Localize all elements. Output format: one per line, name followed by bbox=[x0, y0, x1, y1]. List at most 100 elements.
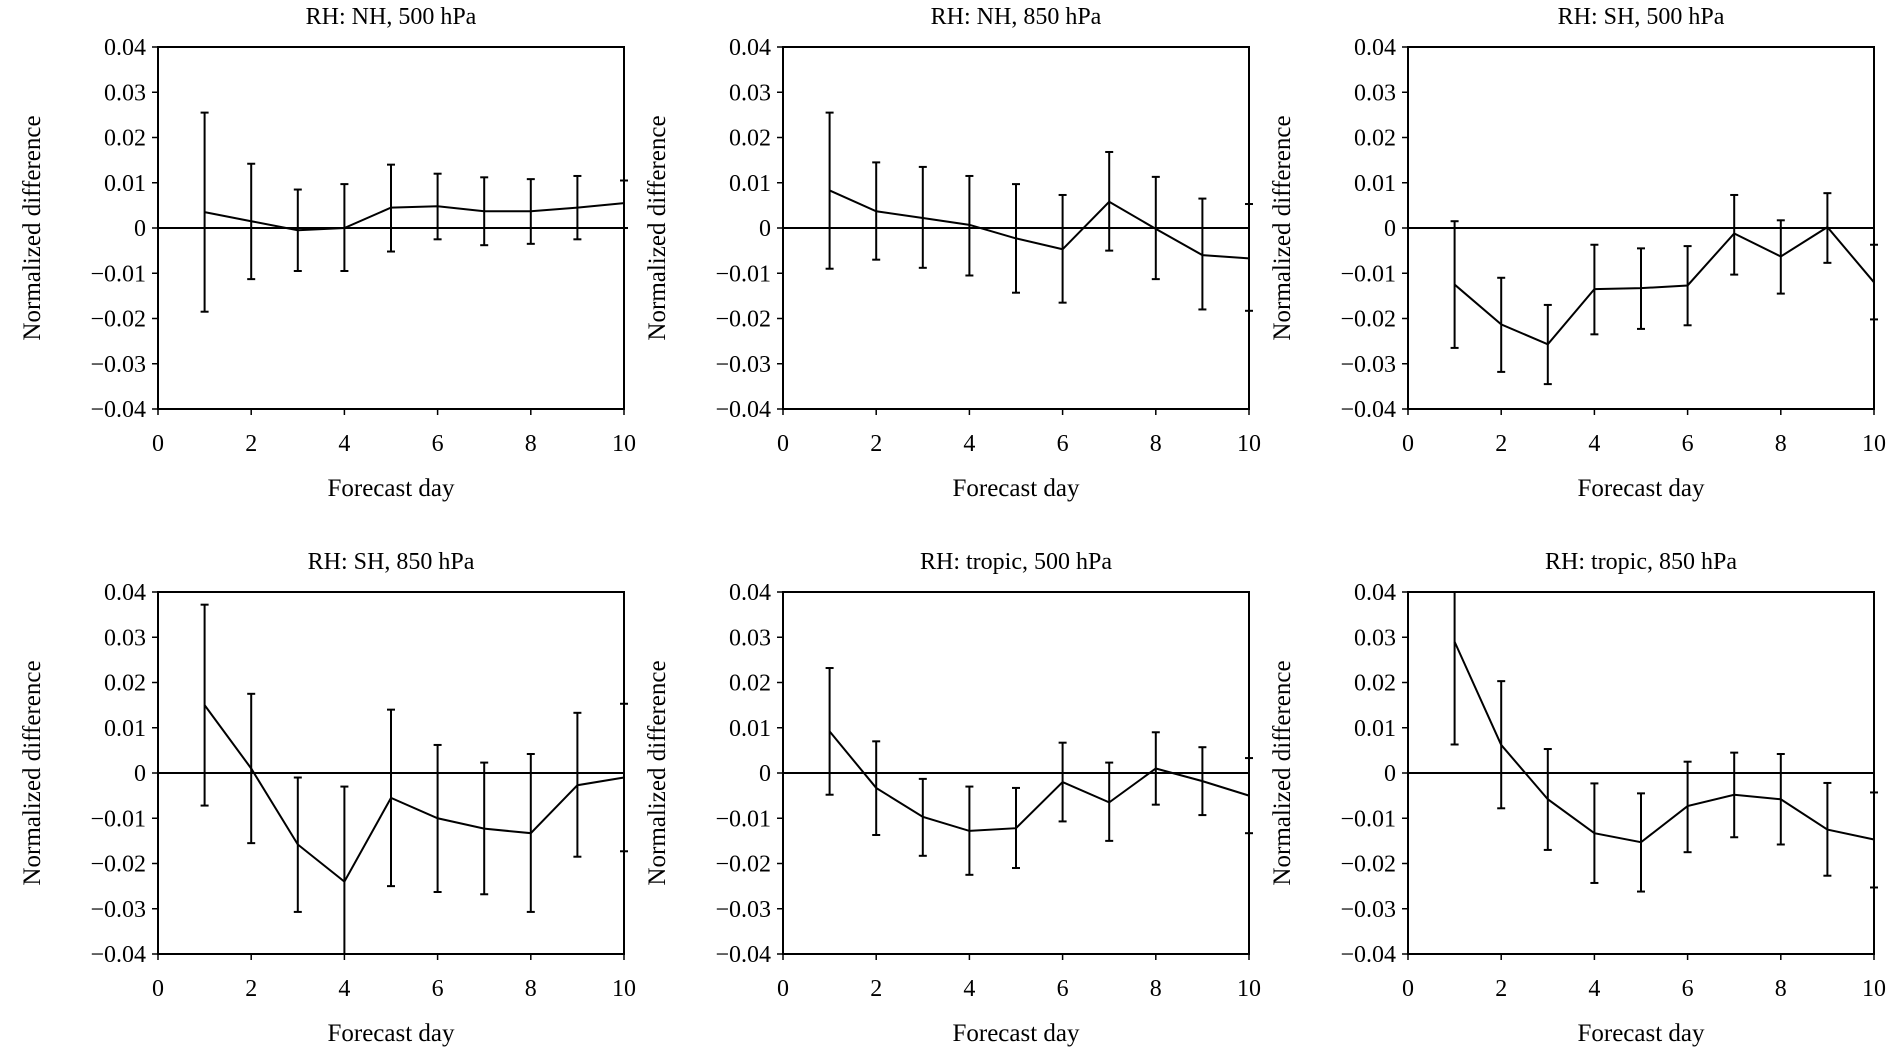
panel-nh-850: 0.040.030.020.010−0.01−0.02−0.03−0.040 2 4… bbox=[644, 4, 1261, 502]
y-tick-label: 0.04 bbox=[104, 580, 146, 606]
y-tick-label: −0.01 bbox=[715, 261, 771, 287]
x-axis-label: Forecast day bbox=[1577, 1020, 1705, 1047]
y-tick-label: 0.02 bbox=[1354, 126, 1396, 152]
panel-sh-850: 0.040.030.020.010−0.01−0.02−0.03−0.040 2 4… bbox=[19, 549, 636, 1047]
y-tick-label: 0.02 bbox=[1354, 671, 1396, 697]
y-axis-label: Normalized difference bbox=[1269, 115, 1296, 340]
y-tick-label: −0.03 bbox=[90, 897, 146, 923]
x-tick-label: 0 bbox=[1402, 976, 1414, 1002]
y-tick-label: −0.01 bbox=[90, 261, 146, 287]
y-tick-label: 0.01 bbox=[729, 171, 771, 197]
x-tick-label: 6 bbox=[432, 431, 444, 457]
y-tick-label: −0.03 bbox=[1340, 352, 1396, 378]
x-tick-label: 4 bbox=[338, 431, 350, 457]
x-tick-label: 10 bbox=[1237, 976, 1261, 1002]
y-tick-label: 0 bbox=[759, 761, 771, 787]
y-tick-label: 0.03 bbox=[729, 625, 771, 651]
y-tick-label: 0.03 bbox=[1354, 80, 1396, 106]
series-line bbox=[204, 202, 625, 232]
y-tick-label: 0.01 bbox=[104, 716, 146, 742]
x-tick-label: 6 bbox=[1057, 976, 1069, 1002]
y-tick-label: 0.03 bbox=[104, 625, 146, 651]
y-axis-label: Normalized difference bbox=[19, 660, 46, 885]
y-tick-label: 0 bbox=[759, 216, 771, 242]
y-tick-label: −0.04 bbox=[1340, 397, 1396, 423]
panel-tropic-850: 0.040.030.020.010−0.01−0.02−0.03−0.040 2 4… bbox=[1269, 549, 1886, 1047]
y-axis-label: Normalized difference bbox=[19, 115, 46, 340]
y-tick-label: 0.01 bbox=[1354, 171, 1396, 197]
x-tick-label: 8 bbox=[1775, 976, 1787, 1002]
x-axis-label: Forecast day bbox=[952, 1020, 1080, 1047]
x-tick-label: 2 bbox=[870, 976, 882, 1002]
x-tick-label: 8 bbox=[1150, 431, 1162, 457]
y-tick-label: 0.03 bbox=[104, 80, 146, 106]
x-tick-label: 10 bbox=[612, 431, 636, 457]
y-tick-label: 0.01 bbox=[729, 716, 771, 742]
chart-title: RH: SH, 850 hPa bbox=[308, 549, 475, 575]
y-tick-label: 0.04 bbox=[1354, 580, 1396, 606]
y-tick-label: 0.04 bbox=[1354, 35, 1396, 61]
x-axis-label: Forecast day bbox=[327, 1020, 455, 1047]
series-line bbox=[1453, 225, 1875, 346]
y-tick-label: −0.02 bbox=[1340, 852, 1396, 878]
series-line bbox=[1453, 641, 1875, 844]
x-tick-label: 10 bbox=[1862, 431, 1886, 457]
x-tick-label: 0 bbox=[152, 976, 164, 1002]
y-tick-label: 0.02 bbox=[729, 671, 771, 697]
series-line bbox=[828, 730, 1250, 832]
y-tick-label: 0.01 bbox=[1354, 716, 1396, 742]
y-tick-label: 0.01 bbox=[104, 171, 146, 197]
x-tick-label: 6 bbox=[1057, 431, 1069, 457]
y-tick-label: 0.04 bbox=[104, 35, 146, 61]
x-tick-label: 0 bbox=[1402, 431, 1414, 457]
x-axis-label: Forecast day bbox=[1577, 475, 1705, 502]
y-tick-label: −0.01 bbox=[90, 806, 146, 832]
y-tick-label: 0.02 bbox=[104, 671, 146, 697]
y-tick-label: 0 bbox=[1384, 761, 1396, 787]
x-tick-label: 2 bbox=[1495, 976, 1507, 1002]
x-tick-label: 2 bbox=[870, 431, 882, 457]
x-tick-label: 4 bbox=[1588, 431, 1600, 457]
panel-tropic-500: 0.040.030.020.010−0.01−0.02−0.03−0.040 2 4… bbox=[644, 549, 1261, 1047]
x-tick-label: 4 bbox=[963, 976, 975, 1002]
x-tick-label: 8 bbox=[525, 976, 537, 1002]
y-tick-label: −0.02 bbox=[1340, 307, 1396, 333]
y-tick-label: −0.04 bbox=[1340, 942, 1396, 968]
y-axis-label: Normalized difference bbox=[1269, 660, 1296, 885]
y-tick-label: −0.01 bbox=[715, 806, 771, 832]
y-axis-label: Normalized difference bbox=[644, 115, 671, 340]
x-axis-label: Forecast day bbox=[327, 475, 455, 502]
x-tick-label: 2 bbox=[245, 976, 257, 1002]
series-line bbox=[203, 704, 625, 884]
x-tick-label: 8 bbox=[1150, 976, 1162, 1002]
x-tick-label: 0 bbox=[777, 976, 789, 1002]
x-tick-label: 6 bbox=[1682, 431, 1694, 457]
x-tick-label: 6 bbox=[1682, 976, 1694, 1002]
y-tick-label: −0.04 bbox=[715, 942, 771, 968]
series-line bbox=[829, 189, 1250, 260]
y-tick-label: 0 bbox=[134, 761, 146, 787]
x-tick-label: 10 bbox=[1237, 431, 1261, 457]
chart-title: RH: SH, 500 hPa bbox=[1558, 4, 1725, 30]
y-tick-label: 0.02 bbox=[729, 126, 771, 152]
x-tick-label: 10 bbox=[1862, 976, 1886, 1002]
y-tick-label: −0.02 bbox=[715, 307, 771, 333]
y-tick-label: −0.02 bbox=[715, 852, 771, 878]
y-tick-label: 0.03 bbox=[1354, 625, 1396, 651]
chart-title: RH: tropic, 850 hPa bbox=[1545, 549, 1737, 575]
chart-title: RH: NH, 850 hPa bbox=[931, 4, 1102, 30]
y-tick-label: −0.03 bbox=[1340, 897, 1396, 923]
y-tick-label: 0 bbox=[1384, 216, 1396, 242]
x-tick-label: 4 bbox=[963, 431, 975, 457]
panel-nh-500: 0.040.030.020.010−0.01−0.02−0.03−0.040 2 4… bbox=[19, 4, 636, 502]
y-tick-label: 0.03 bbox=[729, 80, 771, 106]
chart-title: RH: tropic, 500 hPa bbox=[920, 549, 1112, 575]
x-axis-label: Forecast day bbox=[952, 475, 1080, 502]
y-tick-label: −0.02 bbox=[90, 852, 146, 878]
x-tick-label: 4 bbox=[1588, 976, 1600, 1002]
y-tick-label: −0.01 bbox=[1340, 806, 1396, 832]
x-tick-label: 6 bbox=[432, 976, 444, 1002]
y-tick-label: −0.01 bbox=[1340, 261, 1396, 287]
y-axis-label: Normalized difference bbox=[644, 660, 671, 885]
